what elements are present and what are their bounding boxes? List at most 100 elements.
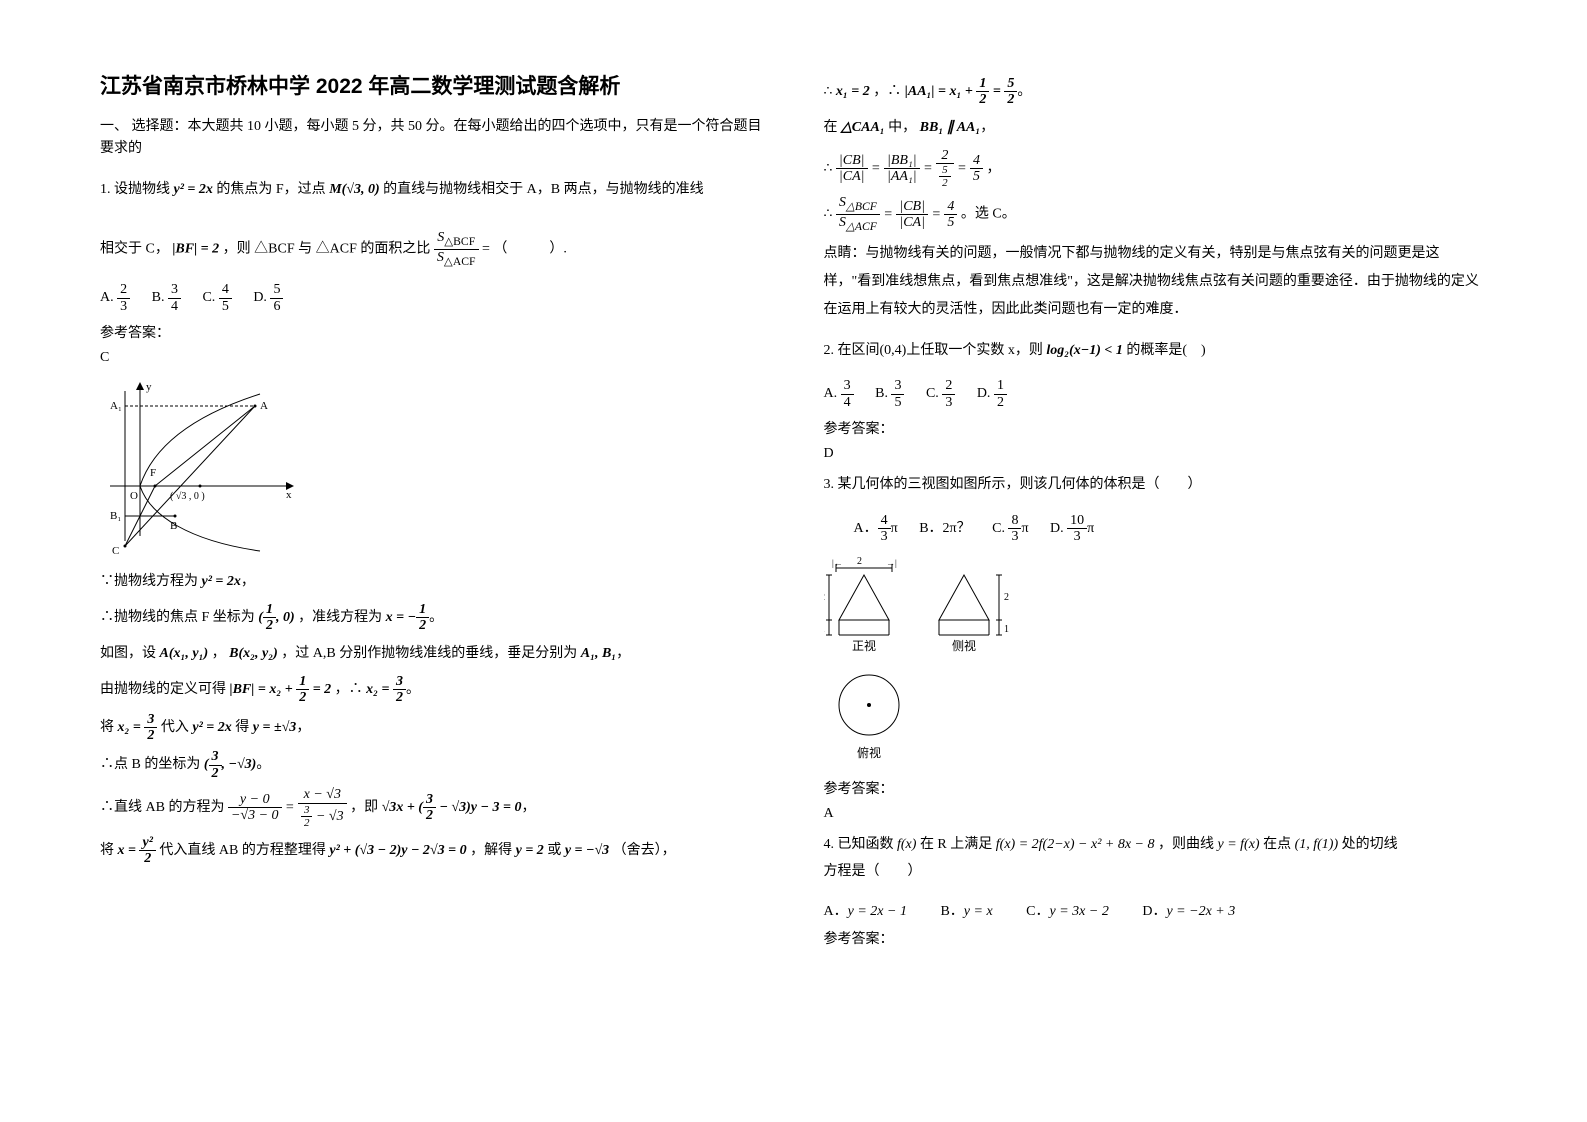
sol-A1B1: A₁, B₁ — [581, 646, 616, 661]
q1-text: 1. 设抛物线 — [100, 182, 174, 197]
page-title: 江苏省南京市桥林中学 2022 年高二数学理测试题含解析 — [100, 70, 764, 100]
sol-directrix: x = −12 — [386, 610, 429, 625]
svg-text:y: y — [146, 381, 152, 393]
q3-optD: D. 103π — [1050, 513, 1094, 545]
q4-fx: f(x) — [897, 837, 916, 852]
q4-options: A．y = 2x − 1 B．y = x C．y = 3x − 2 D．y = … — [824, 900, 1488, 920]
svg-text:B: B — [170, 520, 177, 532]
sol-l5: 将 x₂ = 32 代入 y² = 2x 得 y = ±√3， — [100, 712, 764, 744]
q1-comment: 点睛：与抛物线有关的问题，一般情况下都与抛物线的定义有关，特别是与焦点弦有关的问… — [824, 240, 1488, 324]
svg-text:1: 1 — [1004, 624, 1009, 635]
q3-three-view: 2 |← →| 2 1 — [824, 550, 1004, 770]
q4-text2: 方程是（ ） — [824, 864, 922, 879]
sol-text: ，∴ — [335, 682, 367, 697]
q4-pt: (1, f(1)) — [1295, 837, 1339, 852]
sol-eq: y² = 2x — [202, 574, 241, 589]
q4-text: 在 R 上满足 — [920, 837, 996, 852]
q4-optB-eq: y = x — [964, 904, 993, 919]
q3-optC: C. 83π — [992, 513, 1028, 545]
q4-curve: y = f(x) — [1218, 837, 1260, 852]
sol-text: 代入 — [161, 720, 193, 735]
q1-optD: D. 56 — [253, 282, 283, 314]
sol-y2: y = −√3 — [565, 843, 609, 858]
q2-ref: 参考答案： — [824, 418, 1488, 438]
q3-optB: B．2π？ — [919, 517, 970, 537]
q4-optD-eq: y = −2x + 3 — [1166, 904, 1235, 919]
sol-text: 将 — [100, 843, 118, 858]
sol-y: y = ±√3 — [253, 720, 297, 735]
sol-x2b: x₂ = 32 — [118, 720, 158, 735]
q1-text3: 的直线与抛物线相交于 A，B 两点，与抛物线的准线 — [383, 182, 703, 197]
sol-quad: y² + (√3 − 2)y − 2√3 = 0 — [329, 843, 466, 858]
svg-text:A₁: A₁ — [110, 400, 122, 412]
q1-blank: （ ）. — [493, 241, 567, 256]
q4-stem: 4. 已知函数 f(x) 在 R 上满足 f(x) = 2f(2−x) − x²… — [824, 832, 1488, 885]
sol-B: B(x₂, y₂) — [229, 646, 278, 661]
sol-l1: ∵抛物线方程为 y² = 2x， — [100, 568, 764, 596]
q4-text: 在点 — [1263, 837, 1295, 852]
sol-text: 得 — [235, 720, 253, 735]
sol-line-eq: y − 0−√3 − 0 = x − √332 − √3 — [228, 800, 350, 815]
q3-optA: A．43π — [854, 513, 898, 545]
sol-A: A(x₁, y₁) — [160, 646, 209, 661]
r-parallel: BB₁ ∥ AA₁ — [920, 120, 981, 135]
sol-text: ， — [212, 646, 226, 661]
sol-l8: 将 x = y²2 代入直线 AB 的方程整理得 y² + (√3 − 2)y … — [100, 835, 764, 867]
q1-answer: C — [100, 350, 764, 366]
q4-text: 处的切线 — [1342, 837, 1398, 852]
svg-text:x: x — [286, 489, 292, 501]
r-l2: 在 △CAA₁ 中， BB₁ ∥ AA₁， — [824, 114, 1488, 142]
q4-text: ，则曲线 — [1158, 837, 1218, 852]
q2-stem: 2. 在区间(0,4)上任取一个实数 x，则 log₂(x−1) < 1 的概率… — [824, 338, 1488, 365]
q3-ref: 参考答案： — [824, 778, 1488, 798]
q4-eq: f(x) = 2f(2−x) − x² + 8x − 8 — [996, 837, 1155, 852]
svg-text:2: 2 — [1004, 592, 1009, 603]
sol-text: 代入直线 AB 的方程整理得 — [159, 843, 329, 858]
sol-eq2: y² = 2x — [192, 720, 231, 735]
svg-text:C: C — [112, 545, 119, 556]
q2-options: A. 34 B. 35 C. 23 D. 12 — [824, 378, 1488, 410]
sol-text: ∴点 B 的坐标为 — [100, 757, 204, 772]
r-text: ∴ — [824, 84, 836, 99]
sol-text: ∵抛物线方程为 — [100, 574, 202, 589]
r-text: ，∴ — [873, 84, 905, 99]
sol-text: ，即 — [350, 800, 382, 815]
svg-text:2: 2 — [824, 592, 825, 603]
q3-stem: 3. 某几何体的三视图如图所示，则该几何体的体积是（ ） — [824, 472, 1488, 499]
sol-sub: x = y²2 — [118, 843, 156, 858]
q4-text: 4. 已知函数 — [824, 837, 898, 852]
q1-point-M: M(√3, 0) — [329, 182, 379, 197]
q1-ref: 参考答案： — [100, 322, 764, 342]
r-text: 。选 C。 — [961, 207, 1016, 222]
svg-text:1: 1 — [824, 624, 825, 635]
q1-eq-parabola: y² = 2x — [174, 182, 213, 197]
q1-options: A. 23 B. 34 C. 45 D. 56 — [100, 282, 764, 314]
sol-line-std: √3x + (32 − √3)y − 3 = 0 — [382, 800, 522, 815]
q1-text5: ，则 △BCF 与 △ACF 的面积之比 — [223, 241, 434, 256]
svg-text:俯视: 俯视 — [857, 745, 881, 760]
svg-text:O: O — [130, 490, 138, 502]
q1-diagram: A A₁ F O ( √3 , 0 ) B B₁ C — [100, 376, 300, 556]
q1-optC: C. 45 — [202, 282, 231, 314]
sol-y1: y = 2 — [516, 843, 544, 858]
sol-text: ，解得 — [470, 843, 516, 858]
q1-ratio: S△BCF S△ACF — [434, 230, 479, 268]
q4-optC: C．y = 3x − 2 — [1026, 904, 1109, 919]
sol-text: 如图，设 — [100, 646, 160, 661]
q4-optB: B．y = x — [940, 904, 992, 919]
r-l4: ∴ S△BCFS△ACF = |CB||CA| = 45 。选 C。 — [824, 195, 1488, 233]
sol-focus: (12, 0) — [258, 610, 294, 625]
svg-text:→|: →| — [886, 558, 897, 568]
svg-text:F: F — [150, 467, 156, 479]
sol-text: 将 — [100, 720, 118, 735]
r-aa1: |AA₁| = x₁ + 12 = 52 — [905, 84, 1018, 99]
q2-text2: 的概率是( ) — [1126, 343, 1205, 358]
q1-bf: |BF| = 2 — [172, 241, 219, 256]
r-x1: x₁ = 2 — [836, 84, 870, 99]
svg-text:侧视: 侧视 — [952, 638, 976, 653]
q2-ineq: log₂(x−1) < 1 — [1046, 343, 1123, 358]
right-column: ∴ x₁ = 2 ，∴ |AA₁| = x₁ + 12 = 52。 在 △CAA… — [824, 70, 1488, 956]
q2-optA: A. 34 — [824, 378, 854, 410]
sol-text: ∴抛物线的焦点 F 坐标为 — [100, 610, 258, 625]
r-ratio1: |CB||CA| = |BB₁||AA₁| = 252 = 45 — [836, 161, 987, 176]
